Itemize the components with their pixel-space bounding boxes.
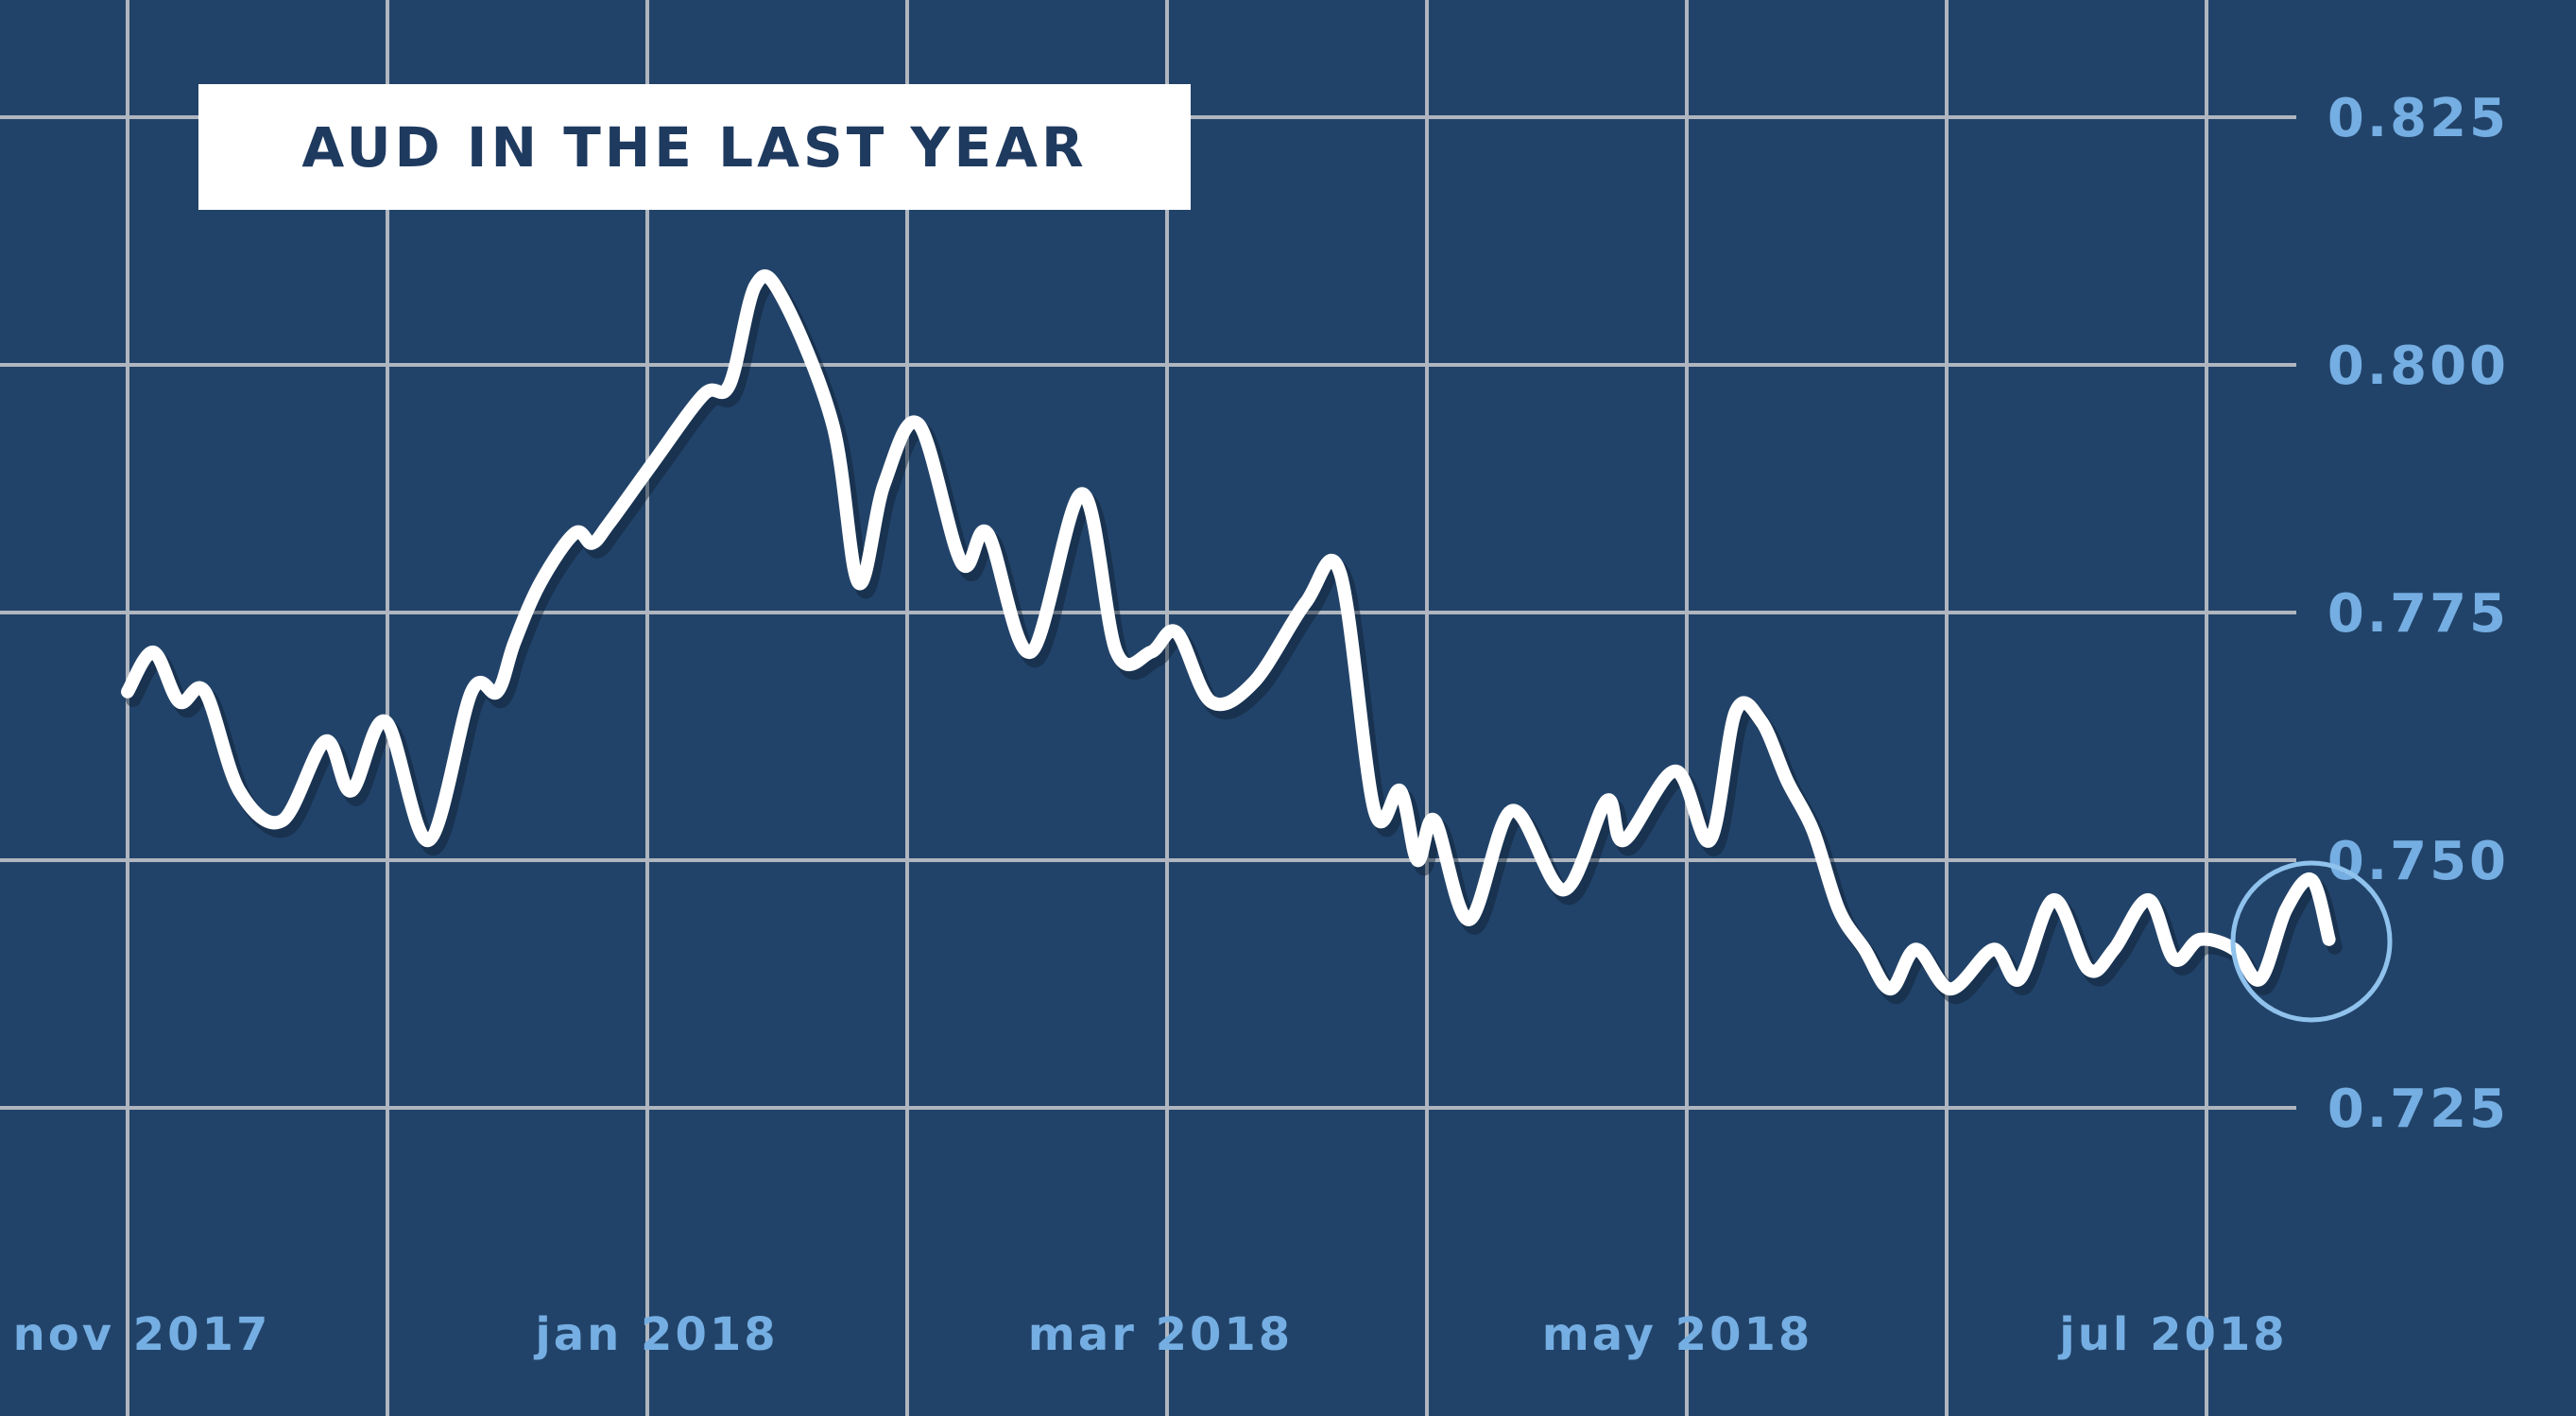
chart-title: AUD IN THE LAST YEAR [301,114,1088,180]
series-line-shadow [126,276,2343,1005]
x-tick-label: mar 2018 [1028,1308,1293,1361]
y-tick-label: 0.825 [2327,88,2509,149]
chart-line-layer [121,269,2343,1005]
chart-grid [0,0,2296,1416]
y-tick-label: 0.725 [2327,1079,2509,1140]
chart-title-box: AUD IN THE LAST YEAR [198,84,1191,210]
y-axis-tick-labels: 0.825 0.800 0.775 0.750 0.725 [2327,88,2509,1140]
y-tick-label: 0.750 [2327,831,2509,892]
latest-value-highlight-circle [2230,860,2393,1023]
x-axis-tick-labels: nov 2017 jan 2018 mar 2018 may 2018 jul 2018 [13,1308,2287,1361]
y-tick-label: 0.775 [2327,583,2509,645]
x-tick-label: nov 2017 [13,1308,271,1361]
series-line-aud [121,269,2336,996]
x-tick-label: jul 2018 [2057,1308,2287,1361]
y-tick-label: 0.800 [2327,336,2509,397]
x-tick-label: may 2018 [1542,1308,1813,1361]
x-tick-label: jan 2018 [533,1308,778,1361]
